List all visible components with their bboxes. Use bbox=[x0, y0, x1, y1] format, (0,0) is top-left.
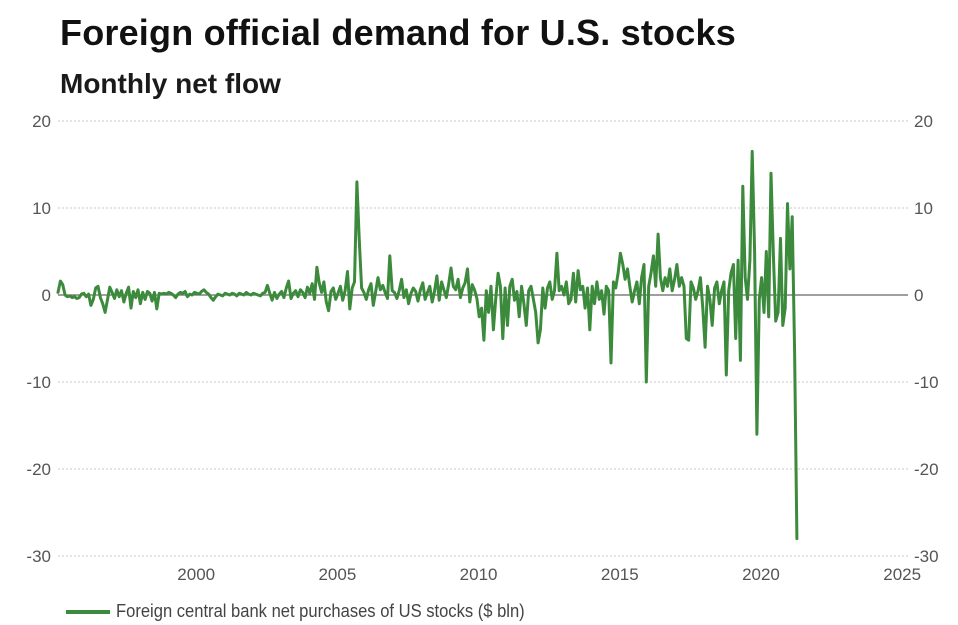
x-tick-label: 2000 bbox=[177, 565, 215, 584]
legend-swatch bbox=[66, 609, 110, 614]
legend: Foreign central bank net purchases of US… bbox=[66, 601, 560, 622]
y-tick-label-left: 0 bbox=[42, 286, 51, 305]
y-tick-label-left: -20 bbox=[26, 460, 51, 479]
y-axis-right: 20 10 0 -10 -20 -30 bbox=[914, 112, 939, 566]
y-tick-label-left: 20 bbox=[32, 112, 51, 131]
series-line-foreign-central-bank-purchases bbox=[56, 149, 799, 541]
y-tick-label-left: 10 bbox=[32, 199, 51, 218]
y-tick-label-right: -10 bbox=[914, 373, 939, 392]
gridlines bbox=[58, 120, 908, 557]
y-axis-left: 20 10 0 -10 -20 -30 bbox=[26, 112, 51, 566]
y-tick-label-left: -30 bbox=[26, 547, 51, 566]
y-tick-label-right: 0 bbox=[914, 286, 923, 305]
y-tick-label-left: -10 bbox=[26, 373, 51, 392]
y-tick-label-right: 10 bbox=[914, 199, 933, 218]
x-tick-label: 2020 bbox=[742, 565, 780, 584]
y-tick-label-right: -30 bbox=[914, 547, 939, 566]
x-tick-label: 2010 bbox=[460, 565, 498, 584]
x-tick-label: 2015 bbox=[601, 565, 639, 584]
legend-label: Foreign central bank net purchases of US… bbox=[116, 601, 525, 621]
y-tick-label-right: 20 bbox=[914, 112, 933, 131]
chart-title: Foreign official demand for U.S. stocks bbox=[60, 12, 736, 53]
x-tick-label: 2025 bbox=[883, 565, 921, 584]
x-tick-label: 2005 bbox=[318, 565, 356, 584]
chart-subtitle: Monthly net flow bbox=[60, 68, 281, 99]
x-axis: 2000 2005 2010 2015 2020 2025 bbox=[177, 565, 921, 584]
y-tick-label-right: -20 bbox=[914, 460, 939, 479]
